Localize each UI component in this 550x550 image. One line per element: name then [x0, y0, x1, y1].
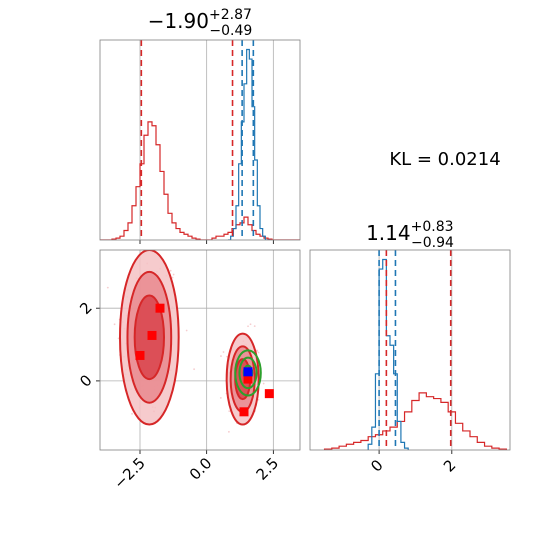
- sample-point: [185, 329, 188, 332]
- marginal-y-panel: 0 2 1.14+0.83 −0.94: [309, 219, 511, 476]
- sample-point: [222, 351, 225, 353]
- red-square-marker: [264, 389, 274, 399]
- joint-panel: −2.5 0.0 2.5 0 2: [76, 249, 301, 521]
- marginal-y-title: 1.14+0.83 −0.94: [366, 219, 454, 251]
- marginal-x-panel: −1.90+2.87 −0.49: [99, 7, 301, 244]
- x-tick-label: −2.5: [110, 454, 148, 492]
- x-tick-label: 0.0: [186, 454, 216, 484]
- histogram-series-1: [367, 258, 409, 450]
- sample-point: [247, 325, 249, 328]
- contour-level: [234, 349, 262, 397]
- red-square-marker: [239, 407, 249, 417]
- joint-content: [83, 250, 274, 521]
- sample-point: [131, 412, 133, 415]
- y-tick-label: 0: [76, 371, 95, 390]
- sample-point: [256, 350, 258, 352]
- sample-point: [228, 410, 231, 413]
- marginal-x-title-lower: −0.49: [209, 23, 252, 39]
- x-tick-label: 2: [440, 456, 459, 475]
- marginal-x-title-upper: +2.87: [209, 7, 252, 23]
- blue-square-marker: [243, 367, 253, 377]
- axes-frame: [99, 39, 301, 241]
- sample-point: [219, 397, 222, 399]
- sample-point: [220, 355, 222, 357]
- sample-point: [262, 382, 265, 385]
- sample-point: [106, 286, 109, 289]
- histogram-series-0: [323, 392, 507, 450]
- red-square-marker: [147, 330, 157, 340]
- red-square-marker: [155, 303, 165, 313]
- red-square-marker: [243, 374, 253, 384]
- x-tick-label: 0: [367, 456, 386, 475]
- axes-frame: [99, 249, 301, 451]
- sample-point: [83, 316, 85, 318]
- red-square-marker: [135, 350, 145, 360]
- marginal-x-title: −1.90+2.87 −0.49: [148, 7, 253, 39]
- marginal-y-title-value: 1.14: [366, 221, 411, 245]
- y-tick-label: 2: [76, 298, 95, 317]
- marginal-y-title-upper: +0.83: [411, 219, 454, 235]
- sample-point: [169, 269, 172, 272]
- sample-point: [171, 276, 174, 279]
- marginal-x-title-value: −1.90: [148, 9, 209, 33]
- sample-point: [226, 355, 229, 358]
- x-tick-label: 2.5: [253, 454, 283, 484]
- sample-point: [227, 430, 230, 433]
- marginal-y-title-lower: −0.94: [411, 235, 454, 251]
- sample-point: [172, 273, 175, 276]
- sample-point: [193, 368, 196, 371]
- axes-frame: [309, 249, 511, 451]
- sample-point: [123, 519, 125, 521]
- sample-point: [253, 325, 256, 327]
- contour-level: [238, 356, 258, 390]
- sample-point: [249, 323, 252, 326]
- sample-point: [113, 323, 116, 326]
- histogram-series-1: [228, 48, 271, 240]
- sample-point: [257, 351, 260, 354]
- histogram-series-0: [100, 121, 300, 240]
- kl-label: KL = 0.0214: [389, 149, 500, 170]
